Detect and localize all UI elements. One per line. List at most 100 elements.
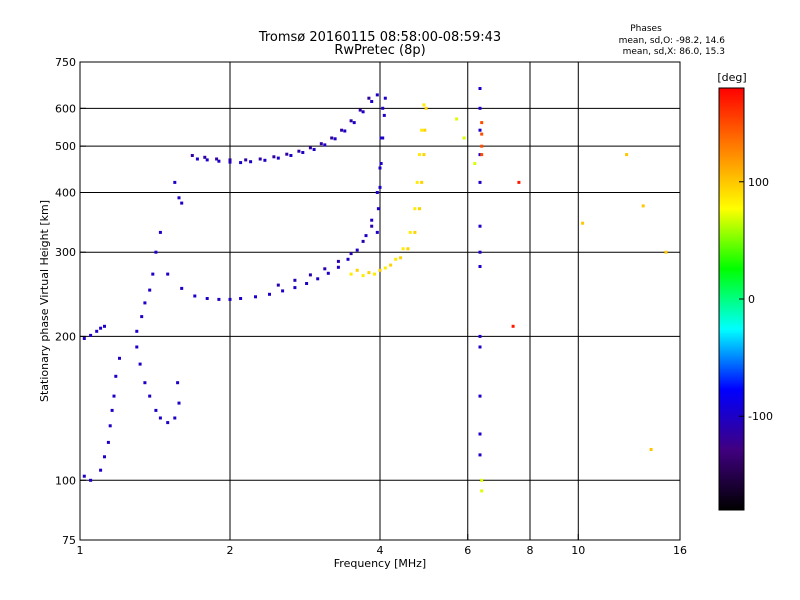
data-point bbox=[367, 96, 371, 100]
data-point bbox=[480, 489, 484, 493]
data-points bbox=[82, 87, 668, 493]
data-point bbox=[415, 180, 419, 184]
data-point bbox=[336, 265, 340, 269]
colorbar-tick-label: 100 bbox=[748, 176, 769, 189]
data-point bbox=[478, 180, 482, 184]
phases-line-o: mean, sd,O: -98.2, 14.6 bbox=[619, 36, 726, 46]
data-point bbox=[323, 267, 327, 271]
data-point bbox=[140, 315, 144, 319]
y-axis-ticks: 75 100 200 300 400 500 600 750 bbox=[55, 56, 86, 547]
data-point bbox=[108, 424, 112, 428]
data-point bbox=[272, 155, 276, 159]
data-point bbox=[364, 234, 368, 238]
data-point bbox=[82, 474, 86, 478]
data-point bbox=[143, 381, 147, 385]
data-point bbox=[478, 87, 482, 90]
data-point bbox=[173, 416, 177, 420]
data-point bbox=[478, 128, 482, 132]
data-point bbox=[166, 272, 170, 276]
phases-block: Phases mean, sd,O: -98.2, 14.6 mean, sd,… bbox=[619, 24, 726, 57]
data-point bbox=[375, 191, 379, 194]
data-point bbox=[176, 381, 180, 385]
x-tick-label: 1 bbox=[77, 544, 84, 557]
data-point bbox=[148, 288, 152, 292]
data-point bbox=[158, 416, 162, 420]
data-point bbox=[370, 224, 374, 228]
x-axis-ticks: 1 2 4 6 8 10 16 bbox=[77, 534, 687, 557]
data-point bbox=[349, 252, 353, 256]
data-point bbox=[381, 136, 385, 140]
data-point bbox=[376, 207, 380, 211]
data-point bbox=[138, 362, 142, 366]
y-tick-label: 400 bbox=[55, 186, 76, 199]
data-point bbox=[383, 266, 387, 270]
chart-title: Tromsø 20160115 08:58:00-08:59:43 bbox=[258, 30, 501, 45]
data-point bbox=[305, 282, 309, 285]
data-point bbox=[422, 153, 426, 157]
data-point bbox=[375, 93, 379, 97]
data-point bbox=[154, 250, 158, 254]
data-point bbox=[135, 329, 139, 333]
data-point bbox=[408, 230, 412, 234]
data-point bbox=[151, 272, 155, 276]
data-point bbox=[517, 180, 521, 184]
data-point bbox=[641, 204, 645, 208]
data-point bbox=[581, 221, 585, 225]
data-point bbox=[249, 160, 253, 164]
data-point bbox=[99, 326, 103, 330]
data-point bbox=[254, 295, 257, 299]
data-point bbox=[478, 265, 482, 268]
data-point bbox=[367, 271, 371, 275]
data-point bbox=[401, 247, 405, 251]
data-point bbox=[103, 455, 106, 459]
data-point bbox=[180, 201, 184, 205]
data-point bbox=[379, 162, 383, 165]
data-point bbox=[346, 257, 350, 261]
data-point bbox=[312, 148, 316, 151]
data-point bbox=[478, 106, 482, 110]
x-tick-label: 16 bbox=[673, 544, 687, 557]
data-point bbox=[664, 250, 668, 254]
data-point bbox=[418, 153, 421, 157]
data-point bbox=[352, 121, 356, 125]
data-point bbox=[239, 161, 243, 165]
data-point bbox=[99, 468, 103, 472]
data-point bbox=[480, 132, 484, 136]
data-point bbox=[293, 286, 297, 290]
y-tick-label: 300 bbox=[55, 246, 76, 259]
data-point bbox=[330, 136, 334, 140]
data-point bbox=[263, 158, 267, 162]
data-point bbox=[319, 142, 323, 146]
data-point bbox=[293, 278, 297, 282]
data-point bbox=[462, 136, 466, 140]
data-point bbox=[378, 166, 382, 170]
data-point bbox=[361, 110, 365, 114]
data-point bbox=[406, 247, 410, 251]
data-point bbox=[217, 297, 221, 301]
data-point bbox=[361, 274, 365, 278]
data-point bbox=[625, 153, 629, 157]
data-point bbox=[478, 153, 482, 157]
data-point bbox=[370, 100, 374, 103]
data-point bbox=[343, 129, 347, 133]
data-point bbox=[418, 207, 421, 211]
data-point bbox=[118, 356, 121, 360]
data-point bbox=[355, 268, 359, 272]
data-point bbox=[106, 440, 110, 444]
data-point bbox=[326, 271, 330, 275]
data-point bbox=[424, 106, 428, 110]
data-point bbox=[478, 453, 482, 457]
data-point bbox=[89, 478, 93, 482]
data-point bbox=[301, 151, 305, 154]
data-point bbox=[473, 162, 477, 165]
x-tick-label: 4 bbox=[377, 544, 384, 557]
data-point bbox=[143, 301, 147, 305]
data-point bbox=[308, 146, 312, 150]
data-point bbox=[177, 196, 181, 200]
data-point bbox=[379, 136, 383, 140]
data-point bbox=[378, 185, 382, 189]
data-point bbox=[355, 248, 359, 252]
x-tick-label: 8 bbox=[527, 544, 534, 557]
data-point bbox=[112, 394, 116, 398]
